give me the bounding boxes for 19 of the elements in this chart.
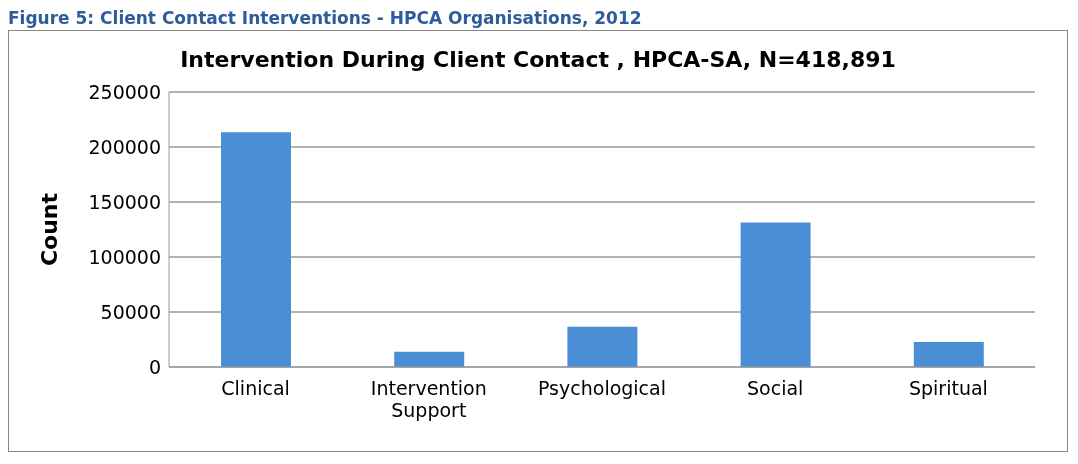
- x-tick-label: Spiritual: [908, 377, 988, 399]
- y-tick-label: 150000: [88, 190, 161, 213]
- x-tick-label: Clinical: [221, 377, 290, 399]
- caption: Figure 5: Client Contact Interventions - HPCA Organisations, 2012: [8, 8, 643, 30]
- bar: [913, 342, 984, 367]
- y-tick-label: 250000: [88, 80, 161, 103]
- x-tick-label: Social: [747, 377, 804, 399]
- bar: [221, 132, 291, 367]
- bar: [394, 351, 465, 367]
- y-tick-label: 100000: [88, 245, 161, 268]
- y-tick-label: 50000: [100, 300, 161, 323]
- y-tick-label: 0: [148, 355, 161, 378]
- bar: [567, 326, 638, 367]
- chart-title: Intervention During Client Contact , HPCA-SA, N=418,891: [179, 47, 897, 72]
- bar: [740, 222, 811, 367]
- y-tick-label: 200000: [88, 135, 161, 158]
- x-tick-label: Psychological: [538, 377, 666, 399]
- y-axis-title: Count: [36, 192, 62, 267]
- x-tick-label: Intervention Support: [370, 377, 487, 421]
